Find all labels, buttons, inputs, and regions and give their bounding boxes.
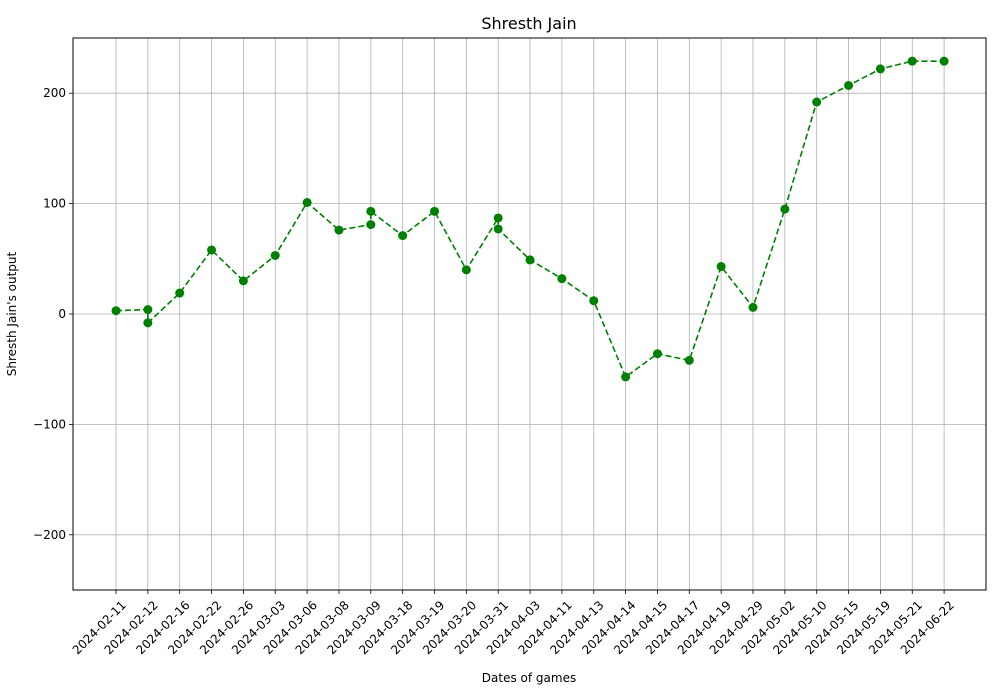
data-point xyxy=(207,245,217,255)
data-point xyxy=(525,255,535,265)
data-point xyxy=(812,97,822,107)
y-axis-label: Shresth Jain's output xyxy=(5,251,19,376)
data-point xyxy=(493,224,503,234)
x-axis-label: Dates of games xyxy=(482,671,576,685)
data-point xyxy=(493,213,503,223)
grid-layer xyxy=(73,38,986,590)
data-point xyxy=(398,231,408,241)
data-point xyxy=(780,204,790,214)
data-point xyxy=(366,206,376,216)
data-point xyxy=(366,220,376,230)
y-tick-label: 200 xyxy=(43,86,66,100)
data-point xyxy=(270,250,280,260)
y-tick-label: −200 xyxy=(33,528,66,542)
data-point xyxy=(143,318,153,328)
y-tick-label: 100 xyxy=(43,197,66,211)
series-layer xyxy=(111,56,949,382)
ticks-layer: 2024-02-112024-02-122024-02-162024-02-22… xyxy=(33,86,957,657)
series-line xyxy=(115,60,945,379)
chart-title: Shresth Jain xyxy=(481,14,576,33)
data-point xyxy=(907,56,917,66)
data-point xyxy=(748,302,758,312)
data-point xyxy=(557,274,567,284)
y-tick-label: 0 xyxy=(58,307,66,321)
data-point xyxy=(939,56,949,66)
data-point xyxy=(302,197,312,207)
data-point xyxy=(621,372,631,382)
data-point xyxy=(652,349,662,359)
y-tick-label: −100 xyxy=(33,417,66,431)
data-point xyxy=(111,306,121,316)
data-point xyxy=(143,305,153,315)
data-point xyxy=(589,296,599,306)
data-point xyxy=(684,355,694,365)
data-point xyxy=(875,64,885,74)
data-point xyxy=(844,80,854,90)
data-point xyxy=(716,262,726,272)
data-point xyxy=(238,276,248,286)
data-point xyxy=(175,288,185,298)
data-point xyxy=(334,225,344,235)
data-point xyxy=(430,206,439,216)
data-point xyxy=(461,265,471,275)
